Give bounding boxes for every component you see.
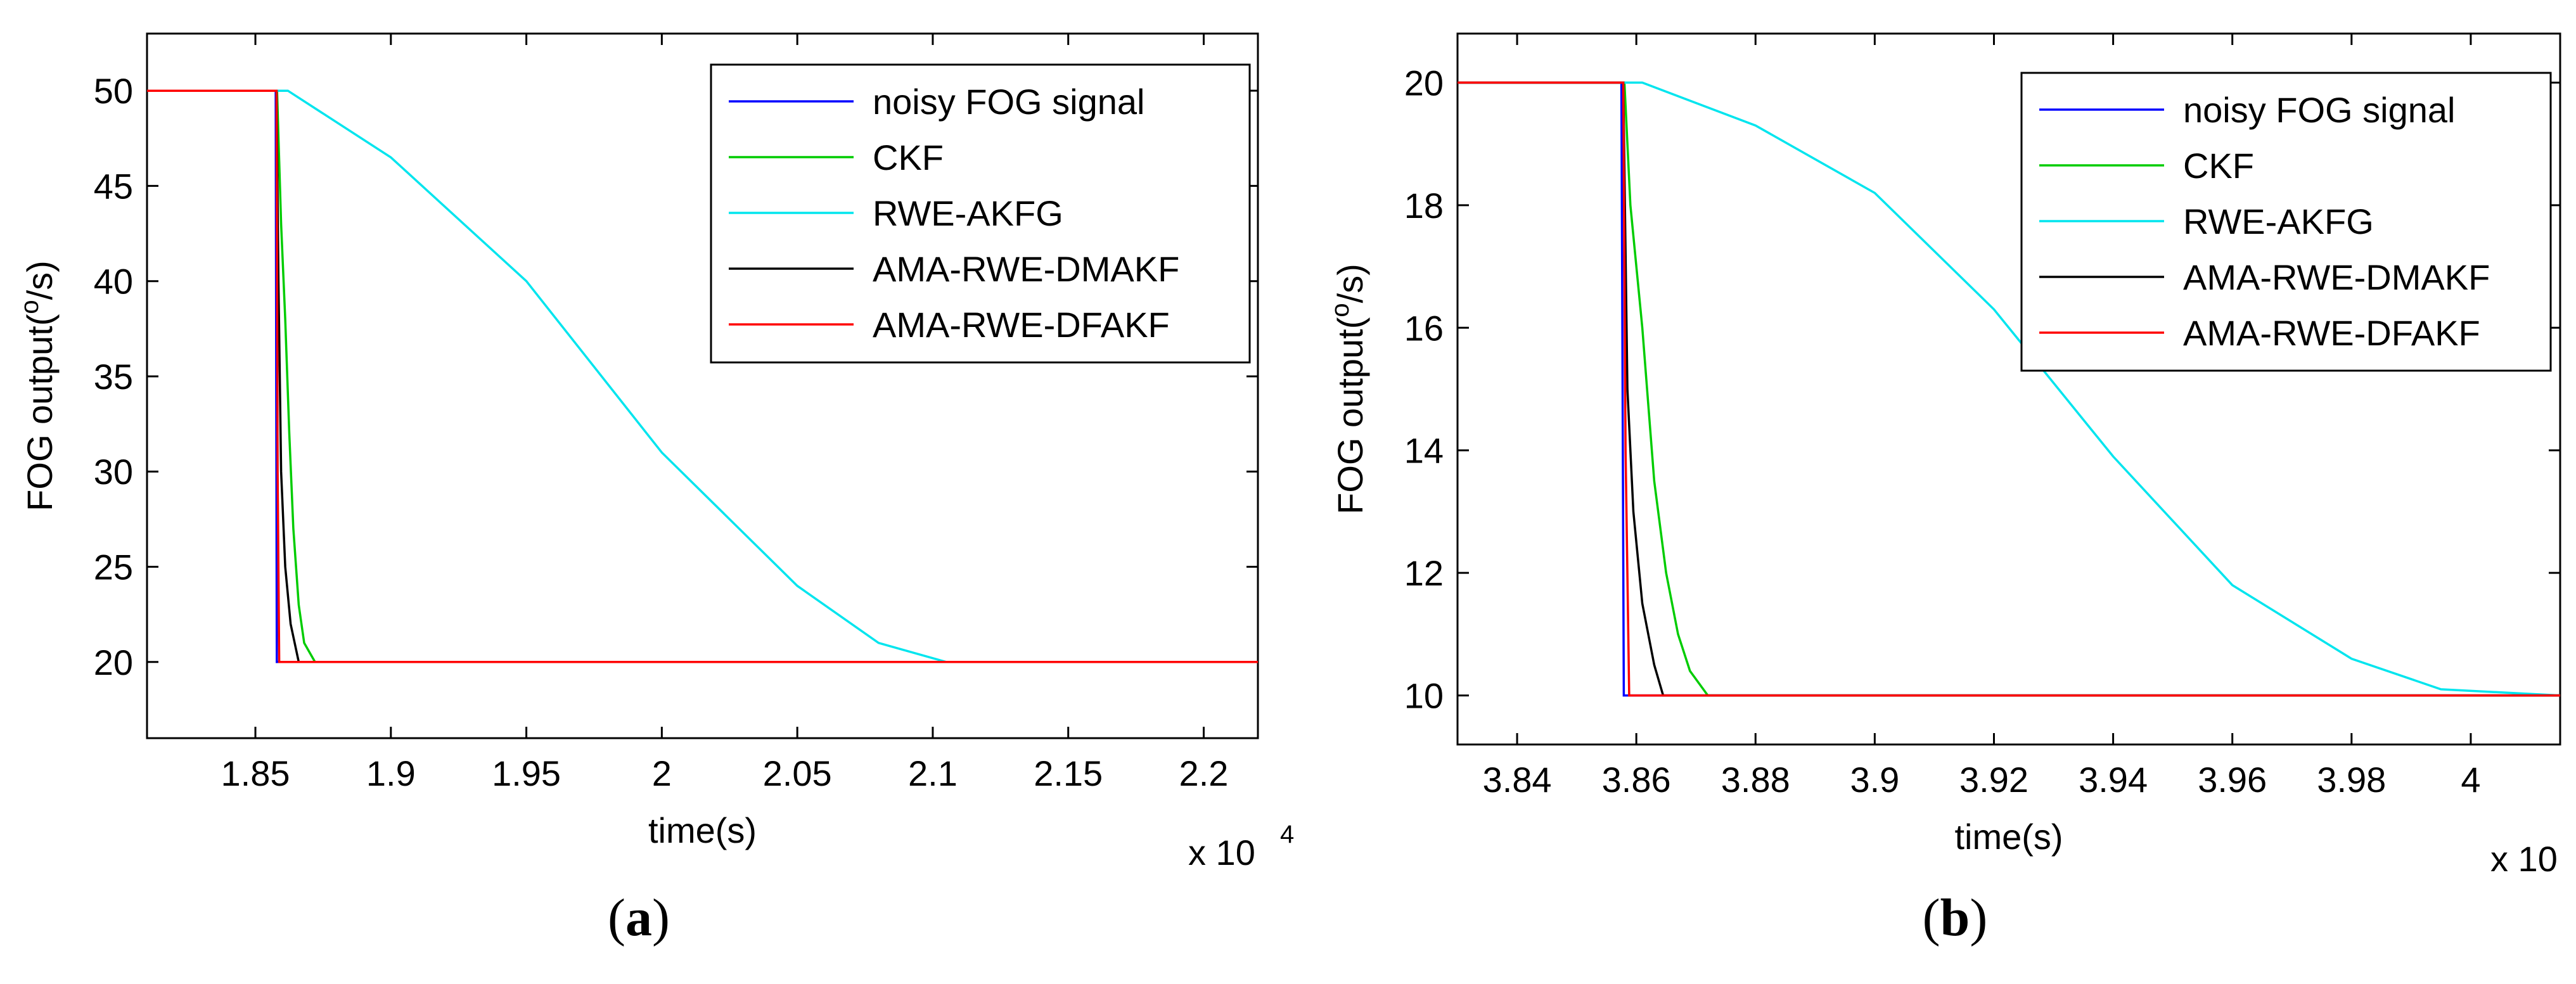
series-line-rwe-akfg (1458, 81, 2560, 697)
x-tick-label: 1.9 (366, 753, 416, 793)
x-tick-label: 3.94 (2079, 760, 2148, 800)
x-tick-label: 1.85 (221, 753, 290, 793)
y-tick-label: 10 (1404, 676, 1444, 716)
legend-label: noisy FOG signal (873, 82, 1145, 122)
y-tick-label: 35 (94, 357, 133, 397)
x-axis-label: time(s) (1954, 817, 2063, 857)
x-multiplier-exponent: 4 (1280, 821, 1294, 848)
legend-label: AMA-RWE-DMAKF (873, 249, 1179, 289)
series-group (1458, 81, 2560, 697)
x-tick-label: 3.84 (1483, 760, 1552, 800)
y-tick-label: 30 (94, 452, 133, 492)
x-tick-label: 3.86 (1602, 760, 1671, 800)
y-tick-label: 50 (94, 71, 133, 111)
x-tick-label: 3.92 (1959, 760, 2028, 800)
series-line-rwe-akfg (147, 89, 1258, 663)
y-axis-label-suffix: /s) (20, 260, 60, 300)
x-tick-label: 3.96 (2198, 760, 2267, 800)
legend-label: RWE-AKFG (873, 193, 1063, 233)
series-line-ckf (147, 89, 1258, 663)
x-tick-label: 2.1 (908, 753, 958, 793)
legend-label: AMA-RWE-DFAKF (2183, 313, 2480, 353)
y-tick-label: 16 (1404, 308, 1444, 348)
chart-b: 3.84 3.86 3.88 3.9 3.92 3.94 3.96 3.98 4 10 12 14 16… (1326, 32, 2561, 879)
y-axis-label-sup: o (1326, 303, 1354, 317)
legend-label: noisy FOG signal (2183, 90, 2456, 130)
series-line-ama-rwe-dfakf (1458, 81, 2560, 697)
legend-label: CKF (2183, 146, 2254, 186)
series-line-ckf (1458, 81, 2560, 697)
x-tick-label: 3.98 (2317, 760, 2386, 800)
x-multiplier: x 10 (1188, 833, 1255, 872)
legend-label: AMA-RWE-DMAKF (2183, 257, 2490, 297)
x-tick-label: 2.05 (763, 753, 832, 793)
y-axis-label: FOG output(o/s) (16, 260, 60, 511)
x-tick-label: 4 (2461, 760, 2480, 800)
x-tick-label: 2.2 (1179, 753, 1229, 793)
y-axis-label-sup: o (16, 300, 44, 314)
y-axis-label-suffix: /s) (1330, 264, 1370, 303)
y-tick-label: 14 (1404, 431, 1444, 471)
x-multiplier: x 10 (2490, 839, 2558, 879)
caption-a: (a) (608, 888, 670, 947)
x-tick-label: 3.9 (1850, 760, 1899, 800)
y-tick-label: 40 (94, 262, 133, 302)
x-tick-label: 1.95 (492, 753, 561, 793)
x-tick-label: 2 (652, 753, 672, 793)
chart-a: 1.85 1.9 1.95 2 2.05 2.1 2.15 2.2 20 25 30 35 40 45 50… (16, 32, 1294, 872)
legend-label: CKF (873, 137, 944, 177)
y-tick-label: 18 (1404, 186, 1444, 226)
x-axis-label: time(s) (648, 810, 757, 850)
caption-b: (b) (1922, 888, 1988, 947)
y-tick-label: 20 (1404, 63, 1444, 103)
x-tick-label: 2.15 (1034, 753, 1103, 793)
y-axis-label-prefix: FOG output( (1330, 317, 1370, 514)
series-line-ama-rwe-dfakf (147, 89, 1258, 663)
y-tick-label: 20 (94, 642, 133, 682)
y-tick-label: 12 (1404, 553, 1444, 593)
legend-label: AMA-RWE-DFAKF (873, 305, 1170, 345)
y-tick-label: 45 (94, 166, 133, 206)
legend-label: RWE-AKFG (2183, 201, 2374, 241)
y-axis-label-prefix: FOG output( (20, 314, 60, 511)
x-tick-label: 3.88 (1721, 760, 1790, 800)
y-tick-label: 25 (94, 547, 133, 587)
series-group (147, 89, 1258, 663)
y-axis-label: FOG output(o/s) (1326, 264, 1370, 514)
